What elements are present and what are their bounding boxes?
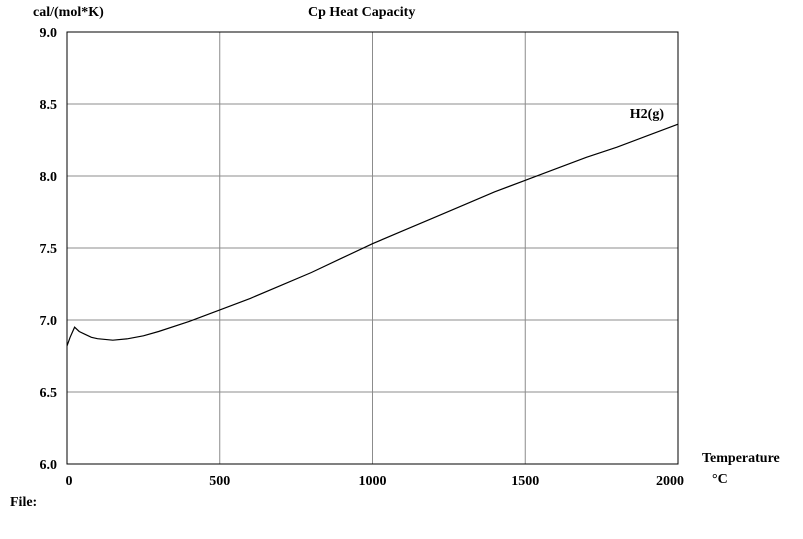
- y-tick-label: 6.5: [40, 386, 58, 401]
- chart-title: Cp Heat Capacity: [308, 5, 415, 20]
- grid: [66, 31, 679, 465]
- series-line-h2g: [66, 123, 679, 347]
- x-tick-labels: 0 500 1000 1500 2000: [66, 474, 685, 489]
- file-label: File:: [10, 495, 38, 510]
- x-axis-unit: °C: [712, 472, 728, 487]
- x-tick-label: 500: [209, 474, 230, 489]
- x-tick-label: 0: [66, 474, 73, 489]
- y-tick-label: 8.5: [40, 98, 58, 113]
- x-tick-label: 1500: [511, 474, 539, 489]
- series-layer: H2(g): [66, 107, 679, 347]
- series-label: H2(g): [630, 107, 665, 122]
- y-tick-label: 7.0: [40, 314, 58, 329]
- x-tick-label: 2000: [656, 474, 684, 489]
- y-tick-label: 9.0: [40, 26, 58, 41]
- y-tick-label: 6.0: [40, 458, 58, 473]
- x-tick-label: 1000: [359, 474, 387, 489]
- x-axis-label: Temperature: [702, 451, 780, 466]
- y-tick-label: 7.5: [40, 242, 58, 257]
- plot-frame: [66, 31, 679, 465]
- y-tick-labels: 6.0 6.5 7.0 7.5 8.0 8.5 9.0: [40, 26, 58, 473]
- y-axis-label: cal/(mol*K): [33, 5, 104, 20]
- y-tick-label: 8.0: [40, 170, 58, 185]
